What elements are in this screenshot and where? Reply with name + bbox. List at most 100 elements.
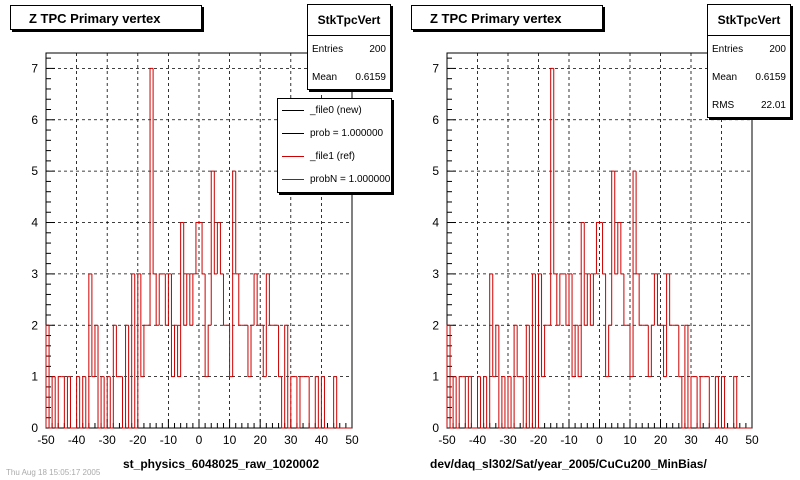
right-histogram-bin (464, 376, 469, 429)
right-histogram-bin (611, 170, 615, 326)
right-histogram-bin (504, 376, 508, 429)
left-histogram-bin (320, 376, 325, 428)
right-y-tick-label: 7 (432, 61, 439, 75)
left-histogram-bin (247, 325, 252, 378)
right-histogram-bin (486, 376, 490, 429)
left-x-tick-label: 50 (345, 433, 359, 447)
left-x-tick-label: -40 (68, 433, 86, 447)
left-stats-row-mean: Mean 0.6159 (308, 64, 390, 92)
left-histogram-bin (174, 324, 178, 377)
left-histogram-bin (336, 376, 340, 429)
left-histogram-bin (216, 222, 221, 274)
left-histogram-bin (128, 325, 132, 429)
left-histogram-bin (140, 273, 144, 378)
left-title-box: Z TPC Primary vertex (10, 5, 202, 30)
right-histogram-bin (455, 376, 460, 429)
left-histogram-bin (122, 376, 126, 429)
left-x-tick-label: -50 (37, 433, 55, 447)
left-y-tick-label: 1 (31, 370, 38, 384)
left-histogram-bin (63, 376, 68, 429)
right-stats-rms-label: RMS (712, 100, 735, 111)
left-histogram-bin (164, 273, 169, 326)
left-histogram-bin (76, 376, 80, 428)
left-y-tick-label: 6 (31, 113, 38, 127)
left-histogram-bin (308, 376, 313, 429)
right-histogram-bin (656, 273, 661, 326)
right-histogram-bin (736, 376, 740, 429)
right-title-box: Z TPC Primary vertex (411, 5, 603, 30)
left-histogram-bin (204, 273, 209, 378)
left-histogram-bin (235, 171, 239, 275)
left-histogram-bin (134, 273, 138, 429)
right-histogram-bin (498, 325, 502, 429)
legend-item-file1: _file1 (ref) (278, 145, 391, 168)
left-x-tick-label: 20 (254, 433, 268, 447)
right-histogram-bin (449, 325, 454, 429)
right-histogram-bin (470, 376, 475, 429)
left-histogram-bin (265, 273, 270, 377)
left-histogram-bin (66, 376, 71, 428)
right-y-tick-label: 0 (432, 421, 439, 435)
left-histogram-bin (296, 376, 300, 429)
left-histogram-bin (112, 324, 117, 428)
right-histogram-bin (617, 222, 621, 274)
legend-label-file1: _file1 (ref) (310, 151, 356, 162)
right-histogram-bin (556, 273, 560, 326)
right-histogram-bin (708, 376, 713, 429)
right-histogram-bin (583, 222, 588, 326)
left-histogram-bin (256, 273, 261, 326)
right-histogram-bin (458, 376, 463, 428)
right-histogram-bin (589, 273, 594, 326)
left-x-tick-label: 10 (223, 433, 237, 447)
left-histogram-bin (180, 222, 184, 377)
left-histogram-bin (158, 273, 163, 326)
right-y-tick-label: 1 (432, 370, 439, 384)
right-stats-name: StkTpcVert (708, 5, 790, 36)
left-histogram-bin (253, 273, 258, 326)
left-histogram-bin (186, 273, 190, 326)
right-histogram-bin (669, 273, 673, 326)
left-histogram-bin (201, 222, 206, 275)
right-histogram-bin (467, 376, 472, 428)
left-histogram-bin (88, 273, 92, 428)
left-histogram-bin (48, 325, 53, 429)
right-histogram-bin (480, 376, 484, 429)
right-x-tick-label: 40 (715, 433, 729, 447)
legend-item-probn: probN = 1.000000 (278, 168, 391, 191)
left-x-tick-label: -30 (99, 433, 117, 447)
right-histogram-bin (550, 67, 554, 326)
right-histogram-bin (721, 376, 725, 428)
right-histogram-bin (525, 324, 530, 428)
right-x-tick-label: 30 (684, 433, 698, 447)
right-histogram-bin (605, 273, 609, 378)
right-x-tick-label: -40 (469, 433, 487, 447)
left-x-tick-label: -10 (160, 433, 178, 447)
left-histogram-bin (103, 376, 108, 429)
right-histogram-bin (495, 324, 499, 377)
right-y-tick-label: 5 (432, 164, 439, 178)
left-histogram-bin (229, 325, 233, 378)
right-histogram-bin (446, 324, 451, 428)
footer-timestamp: Thu Aug 18 15:05:17 2005 (6, 468, 101, 477)
left-histogram-bin (287, 325, 291, 429)
left-histogram-bin (106, 376, 111, 428)
right-histogram-bin (568, 273, 573, 326)
right-histogram-bin (592, 273, 597, 326)
right-y-tick-label: 2 (432, 318, 439, 332)
left-histogram-bin (281, 376, 285, 429)
right-histogram-bin (614, 171, 618, 275)
right-histogram-bin (507, 376, 512, 428)
left-histogram-bin (69, 376, 74, 429)
right-histogram-bin (586, 273, 591, 326)
left-histogram-bin (278, 325, 282, 378)
left-stats-name: StkTpcVert (308, 5, 390, 36)
left-histogram-bin (317, 376, 322, 429)
right-histogram-bin (663, 325, 667, 378)
right-x-tick-label: -30 (499, 433, 517, 447)
right-histogram-bin (531, 273, 536, 428)
right-histogram-bin (544, 324, 548, 377)
left-histogram-bin (97, 325, 102, 429)
left-histogram-bin (155, 273, 160, 326)
left-histogram-bin (91, 273, 95, 378)
